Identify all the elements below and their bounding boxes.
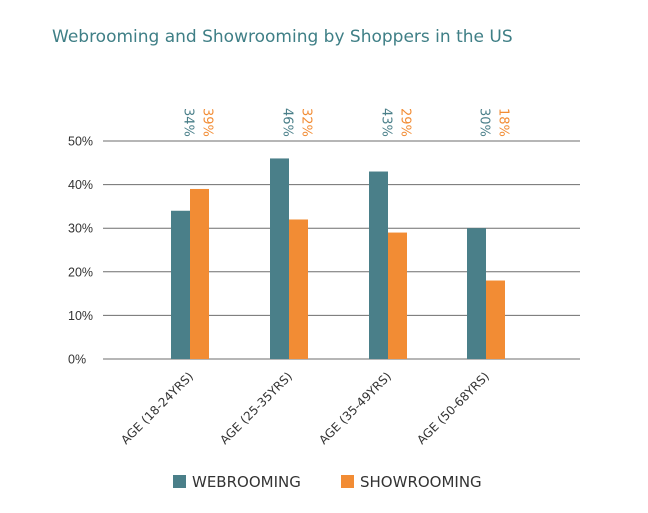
bar-showrooming-4 bbox=[486, 280, 505, 359]
bar-webrooming-4 bbox=[467, 228, 486, 359]
bar-webrooming-1 bbox=[171, 210, 190, 359]
x-tick-label: AGE (25-35YRS) bbox=[217, 369, 295, 447]
bar-webrooming-2 bbox=[270, 158, 289, 359]
legend: WEBROOMING SHOWROOMING bbox=[173, 473, 482, 491]
y-tick-label: 50% bbox=[68, 135, 93, 149]
y-tick-label: 30% bbox=[68, 222, 93, 236]
data-label-showrooming-4: 18% bbox=[496, 108, 511, 137]
data-label-webrooming-3: 43% bbox=[379, 108, 394, 137]
bar-webrooming-3 bbox=[369, 171, 388, 359]
data-label-showrooming-1: 39% bbox=[200, 108, 215, 137]
chart-title: Webrooming and Showrooming by Shoppers i… bbox=[52, 27, 513, 47]
y-tick-label: 10% bbox=[68, 309, 93, 323]
y-axis-ticks: 0% 10% 20% 30% 40% 50% bbox=[68, 135, 93, 367]
legend-swatch-webrooming bbox=[173, 475, 186, 488]
bars bbox=[171, 158, 505, 359]
x-tick-label: AGE (50-68YRS) bbox=[414, 369, 492, 447]
y-tick-label: 0% bbox=[68, 353, 86, 367]
x-axis-ticks: AGE (18-24YRS) AGE (25-35YRS) AGE (35-49YR… bbox=[118, 369, 492, 447]
bar-showrooming-1 bbox=[190, 188, 209, 359]
data-label-showrooming-2: 32% bbox=[299, 108, 314, 137]
data-label-webrooming-2: 46% bbox=[280, 108, 295, 137]
x-tick-label: AGE (18-24YRS) bbox=[118, 369, 196, 447]
legend-label-showrooming: SHOWROOMING bbox=[360, 473, 482, 491]
y-tick-label: 20% bbox=[68, 265, 93, 279]
data-label-webrooming-1: 34% bbox=[181, 108, 196, 137]
data-labels: 34% 39% 46% 32% 43% 29% 30% 18% bbox=[181, 108, 511, 137]
legend-swatch-showrooming bbox=[341, 475, 354, 488]
y-tick-label: 40% bbox=[68, 178, 93, 192]
bar-showrooming-3 bbox=[388, 232, 407, 359]
legend-label-webrooming: WEBROOMING bbox=[192, 473, 301, 491]
data-label-showrooming-3: 29% bbox=[398, 108, 413, 137]
x-tick-label: AGE (35-49YRS) bbox=[316, 369, 394, 447]
data-label-webrooming-4: 30% bbox=[477, 108, 492, 137]
bar-showrooming-2 bbox=[289, 219, 308, 359]
